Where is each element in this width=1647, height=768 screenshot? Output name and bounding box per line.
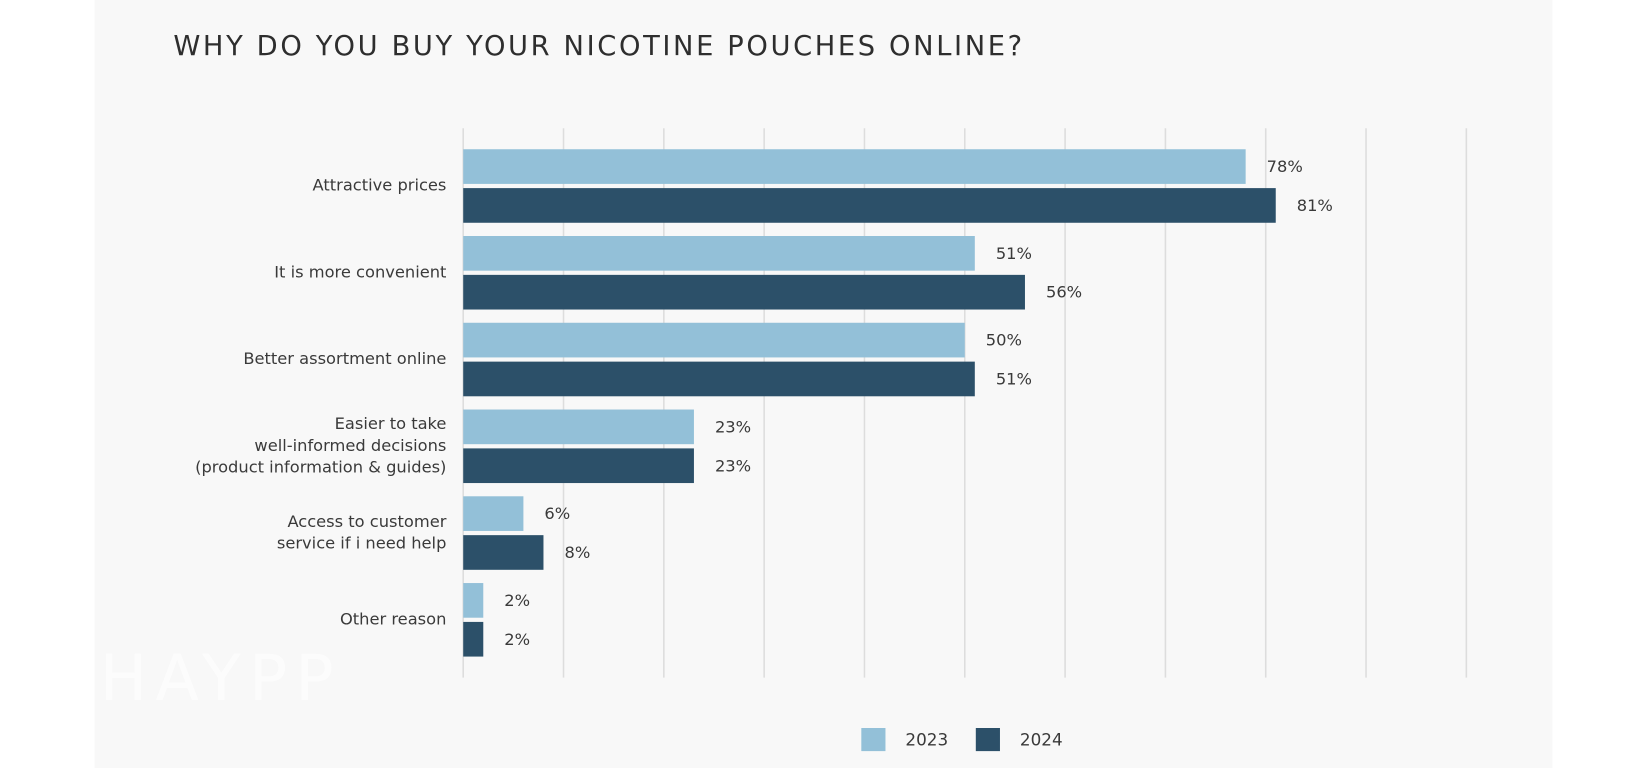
legend-label: 2024 xyxy=(1020,730,1063,750)
category-label: Attractive prices xyxy=(313,176,447,195)
bar xyxy=(463,583,484,618)
value-label: 23% xyxy=(715,417,751,436)
watermark: HAYPP xyxy=(100,642,342,715)
chart-title: WHY DO YOU BUY YOUR NICOTINE POUCHES ONL… xyxy=(173,31,1024,62)
category-label: (product information & guides) xyxy=(195,457,446,476)
value-label: 23% xyxy=(715,456,751,475)
bar xyxy=(463,274,1025,310)
category-label: well-informed decisions xyxy=(254,436,446,455)
category-label: It is more convenient xyxy=(274,262,446,281)
legend-swatch xyxy=(975,728,1000,752)
value-label: 51% xyxy=(996,370,1032,389)
bar xyxy=(463,621,484,657)
value-label: 6% xyxy=(544,504,570,523)
legend-label: 2023 xyxy=(905,730,948,750)
category-label: Easier to take xyxy=(335,414,447,433)
bar xyxy=(463,322,965,358)
legend-swatch xyxy=(861,728,886,752)
value-label: 2% xyxy=(504,630,530,649)
bar xyxy=(463,236,975,271)
bar xyxy=(463,149,1246,184)
category-label: Other reason xyxy=(340,609,446,628)
bar xyxy=(463,409,694,445)
category-label: service if i need help xyxy=(277,533,447,552)
value-label: 78% xyxy=(1267,157,1303,176)
category-label: Access to customer xyxy=(287,512,446,531)
value-label: 8% xyxy=(564,543,590,562)
bar xyxy=(463,448,694,484)
value-label: 56% xyxy=(1046,283,1082,302)
bar xyxy=(463,535,544,570)
bar xyxy=(463,361,975,397)
value-label: 51% xyxy=(996,244,1032,263)
value-label: 50% xyxy=(986,331,1022,350)
value-label: 81% xyxy=(1297,196,1333,215)
bar xyxy=(463,188,1276,223)
value-label: 2% xyxy=(504,591,530,610)
bar xyxy=(463,496,524,531)
category-label: Better assortment online xyxy=(243,349,446,368)
